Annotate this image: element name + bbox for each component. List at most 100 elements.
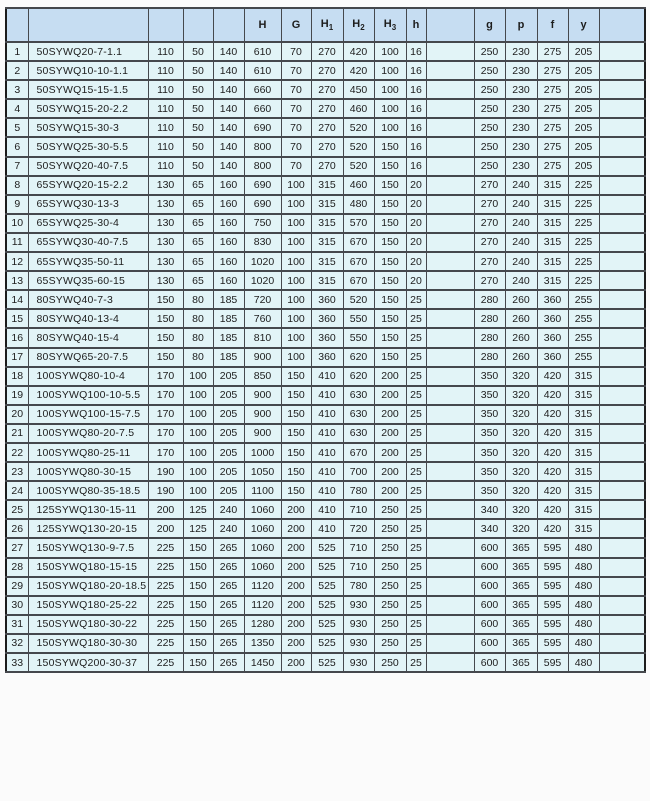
value-cell-g: 270: [473, 212, 506, 234]
table-row: 29 150SYWQ180-20-18.5 225 150 265 1120 200 525 7…: [5, 575, 646, 597]
model-cell: 50SYWQ25-30-5.5: [27, 136, 149, 158]
value-cell-dim-a: 110: [147, 60, 184, 82]
value-cell-blank-end: [598, 308, 646, 330]
value-cell-blank-mid: [425, 117, 475, 139]
value-cell-G: 200: [280, 518, 312, 540]
value-cell-h: 25: [405, 461, 427, 483]
row-number-cell: 19: [5, 384, 29, 406]
value-cell-f: 275: [536, 60, 569, 82]
model-cell: 150SYWQ130-9-7.5: [27, 537, 149, 559]
value-cell-H1: 360: [310, 308, 344, 330]
value-cell-p: 240: [504, 193, 538, 215]
value-cell-H: 1450: [243, 651, 282, 674]
value-cell-H3: 100: [373, 117, 407, 139]
value-cell-p: 320: [504, 518, 538, 540]
value-cell-p: 365: [504, 651, 538, 674]
value-cell-H1: 315: [310, 174, 344, 196]
value-cell-h: 25: [405, 556, 427, 578]
value-cell-G: 150: [280, 480, 312, 502]
value-cell-blank-mid: [425, 441, 475, 464]
value-cell-f: 275: [536, 155, 569, 177]
value-cell-h: 25: [405, 537, 427, 559]
value-cell-h: 20: [405, 193, 427, 215]
value-cell-dim-a: 110: [147, 98, 184, 120]
value-cell-p: 320: [504, 441, 538, 464]
col-header-subscript: 1: [328, 23, 334, 33]
value-cell-dim-c: 140: [212, 40, 245, 63]
value-cell-H: 1060: [243, 499, 282, 521]
col-header-blank-end: [598, 7, 646, 43]
value-cell-G: 200: [280, 594, 312, 616]
value-cell-blank-end: [598, 289, 646, 311]
value-cell-dim-b: 50: [182, 155, 214, 177]
value-cell-H: 750: [243, 212, 282, 234]
value-cell-blank-end: [598, 441, 646, 464]
model-cell: 65SYWQ35-60-15: [27, 270, 149, 292]
model-cell: 150SYWQ180-15-15: [27, 556, 149, 578]
value-cell-h: 20: [405, 212, 427, 234]
value-cell-blank-mid: [425, 384, 475, 406]
value-cell-g: 340: [473, 518, 506, 540]
value-cell-dim-b: 65: [182, 270, 214, 292]
value-cell-H: 1280: [243, 613, 282, 635]
value-cell-g: 600: [473, 556, 506, 578]
value-cell-blank-end: [598, 575, 646, 597]
value-cell-f: 595: [536, 556, 569, 578]
value-cell-H: 900: [243, 384, 282, 406]
value-cell-dim-c: 205: [212, 422, 245, 444]
value-cell-p: 230: [504, 136, 538, 158]
table-row: 8 65SYWQ20-15-2.2 130 65 160 690 100 315 460 150 2…: [5, 174, 646, 196]
value-cell-dim-b: 65: [182, 251, 214, 273]
model-cell: 50SYWQ20-7-1.1: [27, 40, 149, 63]
value-cell-H2: 720: [342, 518, 375, 540]
value-cell-blank-mid: [425, 632, 475, 655]
row-number-cell: 15: [5, 308, 29, 330]
value-cell-H2: 670: [342, 251, 375, 273]
value-cell-y: 255: [567, 346, 600, 368]
model-cell: 50SYWQ15-15-1.5: [27, 79, 149, 101]
value-cell-dim-c: 185: [212, 327, 245, 349]
value-cell-H: 1050: [243, 461, 282, 483]
model-cell: 80SYWQ40-15-4: [27, 327, 149, 349]
value-cell-G: 150: [280, 422, 312, 444]
model-cell: 150SYWQ180-20-18.5: [27, 575, 149, 597]
value-cell-H3: 250: [373, 613, 407, 635]
value-cell-blank-mid: [425, 270, 475, 292]
value-cell-dim-a: 170: [147, 403, 184, 425]
model-cell: 100SYWQ80-25-11: [27, 441, 149, 464]
value-cell-blank-end: [598, 537, 646, 559]
value-cell-y: 480: [567, 575, 600, 597]
table-row: 32 150SYWQ180-30-30 225 150 265 1350 200 525 930…: [5, 632, 646, 655]
value-cell-H: 800: [243, 155, 282, 177]
value-cell-dim-a: 130: [147, 231, 184, 254]
table-row: 26 125SYWQ130-20-15 200 125 240 1060 200 410 720…: [5, 518, 646, 540]
value-cell-dim-b: 80: [182, 289, 214, 311]
value-cell-h: 25: [405, 518, 427, 540]
value-cell-H2: 480: [342, 193, 375, 215]
value-cell-y: 315: [567, 403, 600, 425]
value-cell-dim-a: 225: [147, 594, 184, 616]
value-cell-blank-end: [598, 365, 646, 387]
row-number-cell: 33: [5, 651, 29, 674]
model-cell: 100SYWQ80-10-4: [27, 365, 149, 387]
row-number-cell: 26: [5, 518, 29, 540]
value-cell-f: 420: [536, 403, 569, 425]
value-cell-h: 25: [405, 384, 427, 406]
col-header-f: f: [536, 7, 569, 43]
value-cell-dim-b: 125: [182, 499, 214, 521]
value-cell-dim-a: 150: [147, 346, 184, 368]
value-cell-H3: 250: [373, 632, 407, 655]
value-cell-G: 150: [280, 403, 312, 425]
model-cell: 100SYWQ80-35-18.5: [27, 480, 149, 502]
value-cell-blank-mid: [425, 60, 475, 82]
value-cell-f: 360: [536, 346, 569, 368]
value-cell-y: 315: [567, 441, 600, 464]
value-cell-dim-b: 100: [182, 461, 214, 483]
value-cell-H1: 525: [310, 537, 344, 559]
row-number-cell: 21: [5, 422, 29, 444]
value-cell-H: 830: [243, 231, 282, 254]
value-cell-H1: 410: [310, 461, 344, 483]
col-header-h: h: [405, 7, 427, 43]
value-cell-G: 100: [280, 174, 312, 196]
table-body: 1 50SYWQ20-7-1.1 110 50 140 610 70 270 420 100 16 2…: [5, 40, 646, 674]
